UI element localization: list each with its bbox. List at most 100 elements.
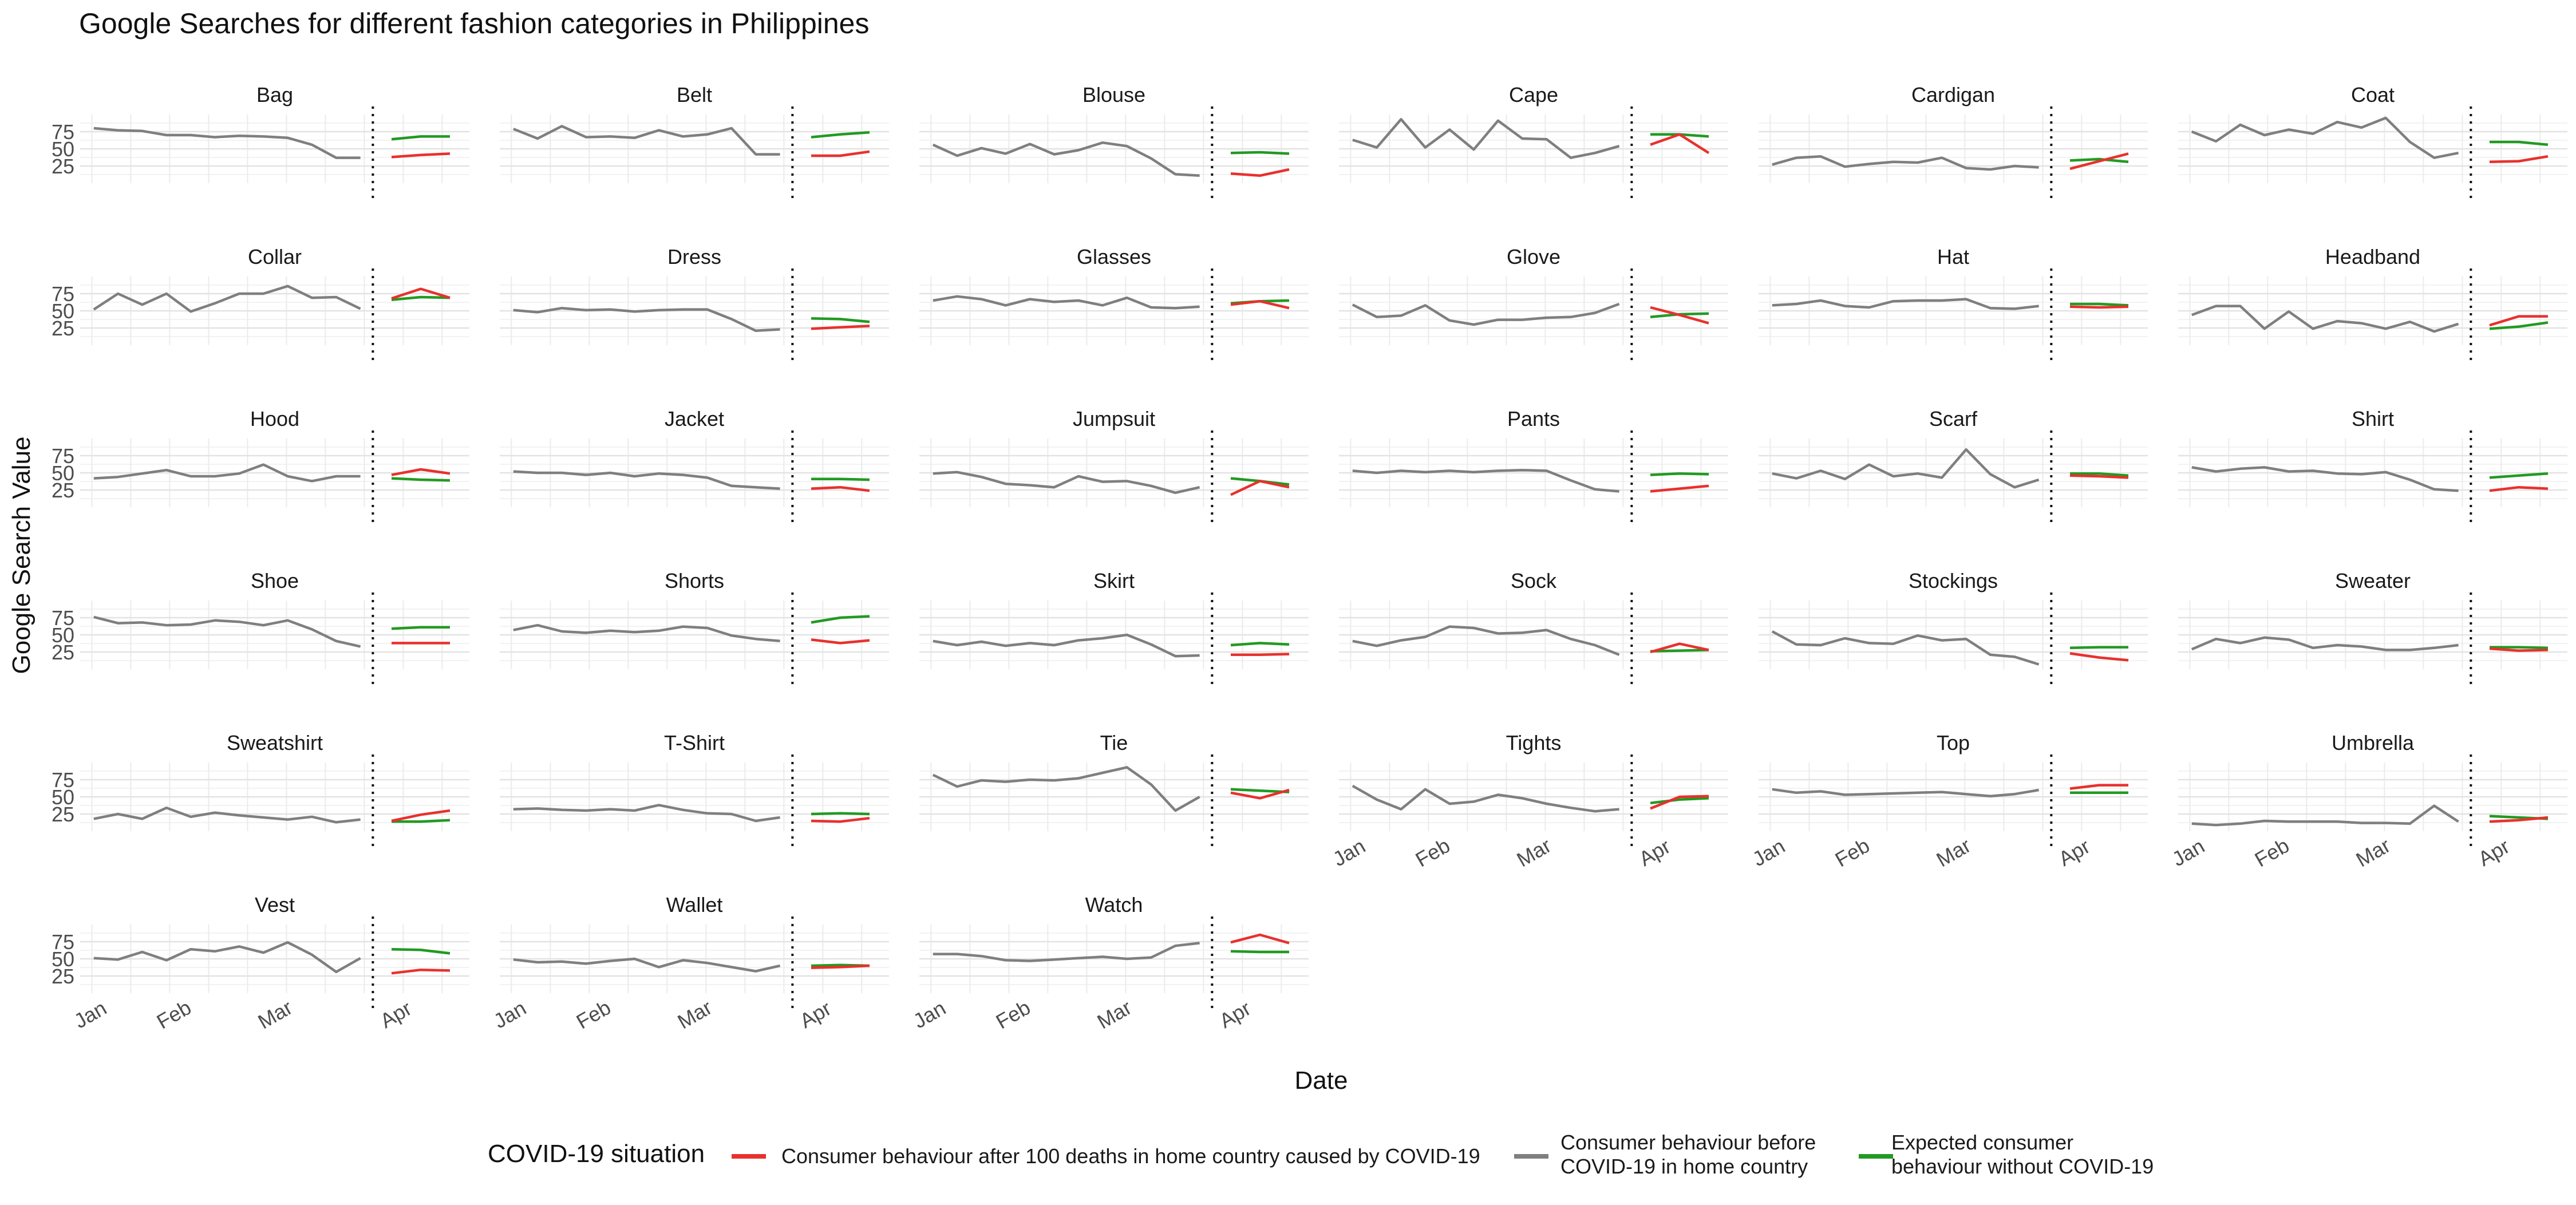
series-before-line-skirt bbox=[933, 633, 1200, 658]
series-before-line-tie bbox=[932, 766, 1200, 812]
y-tick-label: 50 bbox=[52, 461, 74, 485]
series-after-line-bag bbox=[391, 152, 451, 159]
facet-label-pants: Pants bbox=[1507, 407, 1560, 430]
series-before-line-coat bbox=[2191, 116, 2459, 159]
legend-label-after: Consumer behaviour after 100 deaths in h… bbox=[781, 1144, 1480, 1168]
facet-label-bag: Bag bbox=[256, 83, 293, 106]
x-tick-label: Jan bbox=[2168, 834, 2208, 871]
x-tick-label: Apr bbox=[1635, 834, 1674, 871]
series-before-line-stockings bbox=[1771, 630, 2040, 666]
facet-label-scarf: Scarf bbox=[1929, 407, 1978, 430]
facet-label-glasses: Glasses bbox=[1077, 245, 1151, 268]
series-expected-line-scarf bbox=[2070, 472, 2129, 477]
facet-label-wallet: Wallet bbox=[666, 893, 723, 916]
series-expected-line-tights bbox=[1650, 797, 1709, 805]
x-axis-title: Date bbox=[1295, 1066, 1348, 1095]
legend-label-line: behaviour without COVID-19 bbox=[1891, 1155, 2154, 1178]
legend: COVID-19 situation Consumer behaviour af… bbox=[488, 1131, 2154, 1178]
series-after-line-cardigan bbox=[2069, 152, 2129, 170]
y-tick-label: 25 bbox=[52, 155, 74, 178]
series-expected-line-belt bbox=[811, 131, 870, 139]
x-tick-label: Mar bbox=[1512, 833, 1555, 872]
series-after-line-skirt bbox=[1231, 653, 1290, 657]
series-before-line-shorts bbox=[513, 623, 780, 643]
series-after-line-wallet bbox=[811, 964, 870, 969]
series-expected-line-collar bbox=[391, 295, 451, 302]
x-tick-label: Mar bbox=[1093, 995, 1135, 1034]
y-tick-label: 50 bbox=[52, 137, 74, 161]
series-after-line-blouse bbox=[1230, 168, 1290, 177]
series-after-line-sweater bbox=[2489, 647, 2549, 652]
series-expected-line-hat bbox=[2070, 302, 2129, 307]
series-after-line-collar bbox=[391, 287, 451, 300]
series-expected-line-sock bbox=[1650, 649, 1709, 653]
series-expected-line-coat bbox=[2490, 140, 2549, 147]
series-before-line-umbrella bbox=[2191, 804, 2459, 827]
series-expected-line-t-shirt bbox=[811, 812, 870, 816]
facet-label-sock: Sock bbox=[1511, 569, 1557, 592]
series-after-line-jumpsuit bbox=[1230, 480, 1290, 496]
facet-label-vest: Vest bbox=[255, 893, 295, 916]
legend-label-line: Expected consumer bbox=[1891, 1131, 2073, 1154]
facet-label-hood: Hood bbox=[250, 407, 299, 430]
series-before-line-collar bbox=[93, 285, 361, 313]
y-axis-title: Google Search Value bbox=[7, 436, 35, 674]
series-after-line-headband bbox=[2489, 315, 2548, 327]
series-before-line-bag bbox=[93, 127, 361, 159]
x-tick-label: Feb bbox=[1412, 833, 1454, 872]
facet-label-top: Top bbox=[1937, 731, 1970, 754]
series-before-line-headband bbox=[2191, 305, 2459, 333]
facet-label-sweater: Sweater bbox=[2335, 569, 2411, 592]
x-tick-label: Feb bbox=[992, 995, 1034, 1034]
series-before-line-shirt bbox=[2191, 466, 2459, 492]
facet-label-tights: Tights bbox=[1506, 731, 1562, 754]
series-after-line-glove bbox=[1650, 306, 1709, 325]
x-tick-label: Apr bbox=[1215, 996, 1255, 1033]
series-before-line-jacket bbox=[513, 470, 780, 490]
facet-label-cape: Cape bbox=[1509, 83, 1558, 106]
series-expected-line-dress bbox=[811, 317, 870, 323]
series-expected-line-jacket bbox=[811, 477, 870, 481]
legend-label-line: COVID-19 in home country bbox=[1560, 1155, 1808, 1178]
facet-label-belt: Belt bbox=[677, 83, 712, 106]
y-tick-label: 50 bbox=[52, 623, 74, 647]
series-expected-line-sweater bbox=[2490, 646, 2549, 650]
x-tick-label: Jan bbox=[909, 996, 950, 1033]
series-expected-line-sweatshirt bbox=[392, 819, 451, 823]
x-tick-label: Apr bbox=[2055, 834, 2094, 871]
facet-label-jacket: Jacket bbox=[665, 407, 724, 430]
y-tick-label: 50 bbox=[52, 299, 74, 323]
x-tick-label: Apr bbox=[2474, 834, 2514, 871]
x-tick-label: Apr bbox=[376, 996, 416, 1033]
series-before-line-pants bbox=[1352, 468, 1619, 493]
facet-label-glove: Glove bbox=[1507, 245, 1560, 268]
y-tick-label: 75 bbox=[52, 930, 74, 954]
series-after-line-watch bbox=[1230, 933, 1290, 945]
series-before-line-hood bbox=[93, 463, 361, 483]
series-before-line-shoe bbox=[93, 615, 361, 648]
facet-label-watch: Watch bbox=[1085, 893, 1143, 916]
series-before-line-jumpsuit bbox=[933, 471, 1200, 495]
series-before-line-sweatshirt bbox=[93, 806, 361, 824]
series-expected-line-watch bbox=[1230, 950, 1289, 954]
series-after-line-cape bbox=[1650, 133, 1710, 155]
facet-label-umbrella: Umbrella bbox=[2332, 731, 2415, 754]
series-expected-line-cardigan bbox=[2069, 157, 2129, 164]
series-after-line-jacket bbox=[811, 485, 870, 492]
series-expected-line-headband bbox=[2489, 321, 2549, 330]
series-expected-line-shoe bbox=[391, 626, 450, 630]
facet-label-collar: Collar bbox=[248, 245, 302, 268]
facet-label-cardigan: Cardigan bbox=[1911, 83, 1995, 106]
legend-label-before: Consumer behaviour before COVID-19 in hom… bbox=[1560, 1131, 1816, 1178]
chart-title: Google Searches for different fashion ca… bbox=[79, 7, 869, 39]
series-after-line-shorts bbox=[811, 638, 870, 645]
series-after-line-t-shirt bbox=[811, 816, 870, 823]
series-expected-line-pants bbox=[1650, 472, 1709, 476]
series-after-line-sweatshirt bbox=[391, 809, 451, 823]
series-before-line-scarf bbox=[1772, 448, 2040, 489]
series-expected-line-bag bbox=[391, 135, 450, 141]
series-before-line-wallet bbox=[513, 957, 781, 973]
x-tick-label: Feb bbox=[1831, 833, 1874, 872]
y-tick-label: 75 bbox=[52, 768, 74, 792]
